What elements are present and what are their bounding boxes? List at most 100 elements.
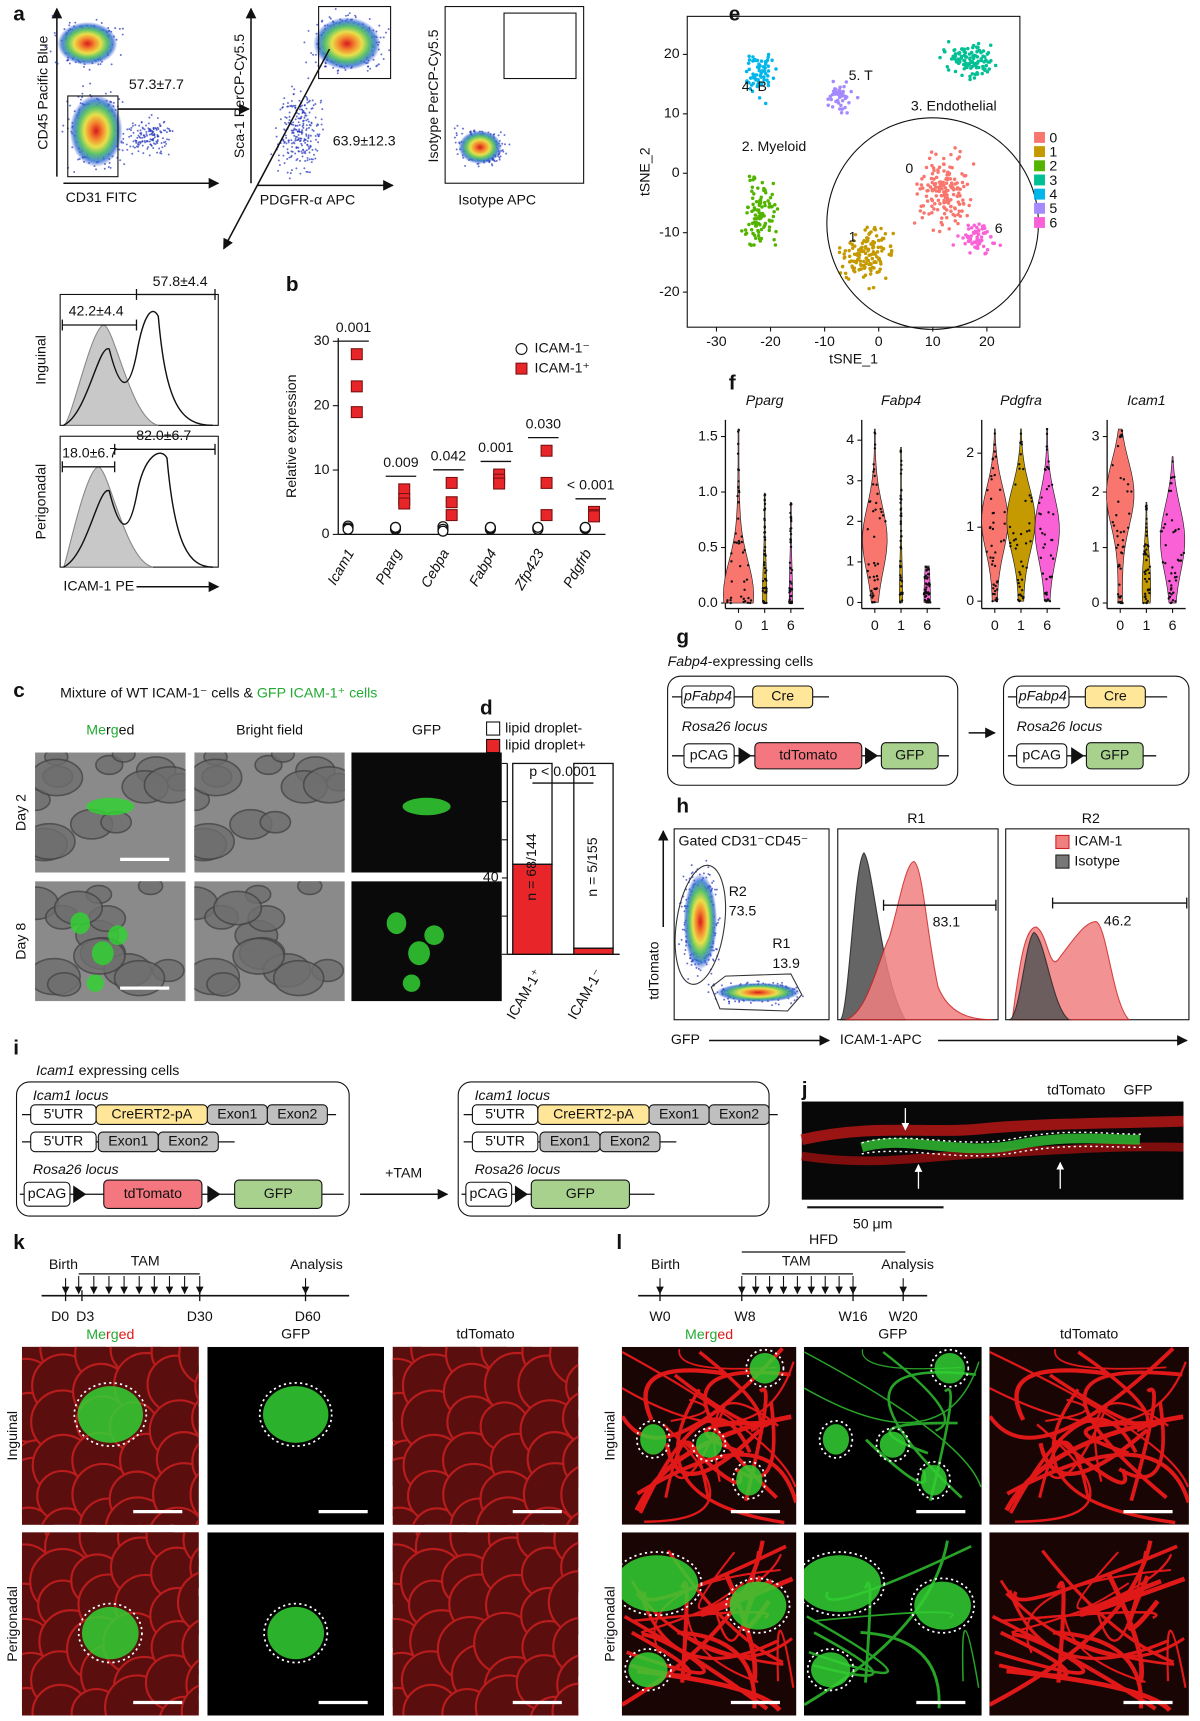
event	[303, 167, 306, 170]
cell-point	[934, 175, 939, 180]
adipocyte	[176, 1571, 199, 1634]
density	[57, 22, 118, 66]
cell-point	[925, 600, 928, 603]
cell-point	[1040, 496, 1043, 499]
event	[297, 146, 300, 149]
event	[301, 129, 304, 132]
cell-point	[1030, 496, 1033, 500]
cell-point	[1020, 443, 1024, 446]
panel-label: f	[729, 371, 736, 394]
legend-label: Isotype	[1074, 853, 1120, 869]
cell-point	[1144, 572, 1147, 576]
cell-point	[1173, 475, 1176, 479]
column-label: GFP	[412, 722, 441, 738]
event	[306, 159, 309, 162]
vessel	[989, 1351, 1189, 1488]
event	[305, 61, 308, 64]
cell-point	[965, 65, 969, 70]
annotation: 0.001	[336, 320, 372, 336]
cell-point	[750, 89, 755, 94]
cell-point	[1168, 591, 1171, 595]
cell-point	[747, 54, 751, 59]
cell-point	[992, 511, 995, 515]
cell-point	[851, 239, 856, 243]
gate-value: 63.9±12.3	[333, 134, 396, 150]
cell-point	[855, 257, 860, 262]
cell-point	[839, 111, 844, 115]
cell-point	[1045, 593, 1048, 596]
cell-point	[840, 264, 845, 269]
event	[162, 129, 165, 132]
cell-point	[770, 192, 774, 197]
cell-point	[962, 58, 966, 63]
cell-point	[837, 250, 842, 255]
cell-point	[962, 67, 967, 71]
cell-point	[769, 205, 773, 209]
time-label: D3	[76, 1309, 94, 1325]
event	[299, 139, 302, 142]
event	[702, 872, 705, 875]
cell-point	[1174, 600, 1177, 603]
cell-point	[952, 177, 957, 181]
cell-point	[986, 60, 990, 64]
event	[503, 134, 506, 137]
cell-point	[930, 171, 935, 176]
cell-point	[918, 187, 922, 191]
event	[278, 164, 281, 166]
cell-point	[1115, 514, 1118, 517]
cell-point	[1170, 519, 1174, 522]
event	[301, 155, 304, 158]
event	[289, 104, 292, 107]
cell	[194, 758, 243, 797]
cell-point	[789, 589, 792, 593]
cell-point	[837, 95, 842, 100]
cell-point	[983, 55, 987, 59]
event	[303, 151, 306, 154]
event	[771, 1004, 773, 1007]
cell-point	[858, 259, 863, 263]
event	[314, 148, 317, 151]
event	[291, 85, 293, 88]
x-tick-label: 1	[1142, 618, 1150, 634]
axis-label: Relative expression	[284, 374, 300, 498]
gfp-cell	[621, 1555, 699, 1612]
panel-label: b	[286, 273, 299, 296]
event	[690, 963, 693, 966]
row-label: Perigonadal	[603, 1586, 619, 1662]
cell-point	[899, 514, 902, 517]
point	[342, 523, 354, 535]
event	[135, 140, 138, 143]
cell-point	[736, 430, 740, 433]
event	[308, 151, 311, 154]
letter: g	[111, 1327, 119, 1343]
cell-point	[969, 226, 974, 230]
event	[730, 982, 732, 985]
arrow-label: +TAM	[385, 1165, 422, 1181]
histogram-icam1	[63, 310, 213, 427]
cell-point	[1018, 570, 1021, 574]
cell-point	[773, 243, 778, 247]
event	[140, 133, 143, 136]
cell-point	[1039, 556, 1043, 560]
cell-point	[849, 89, 853, 94]
cell-point	[1145, 534, 1148, 537]
vessel	[961, 1629, 980, 1688]
cell-point	[937, 165, 942, 169]
event	[305, 129, 308, 132]
flow-events	[44, 14, 124, 71]
event	[132, 140, 135, 143]
cell-point	[949, 209, 953, 214]
gate	[67, 95, 119, 178]
cell-point	[868, 272, 873, 276]
gfp-cell	[70, 912, 91, 935]
cell-point	[771, 181, 776, 186]
event	[288, 177, 291, 180]
cell-point	[990, 563, 994, 566]
cell-point	[871, 592, 874, 595]
cell-point	[872, 227, 876, 231]
cell-point	[730, 552, 733, 555]
event	[302, 149, 305, 152]
gfp-cell	[860, 1133, 1140, 1154]
event	[302, 122, 305, 125]
cell-point	[990, 544, 993, 548]
